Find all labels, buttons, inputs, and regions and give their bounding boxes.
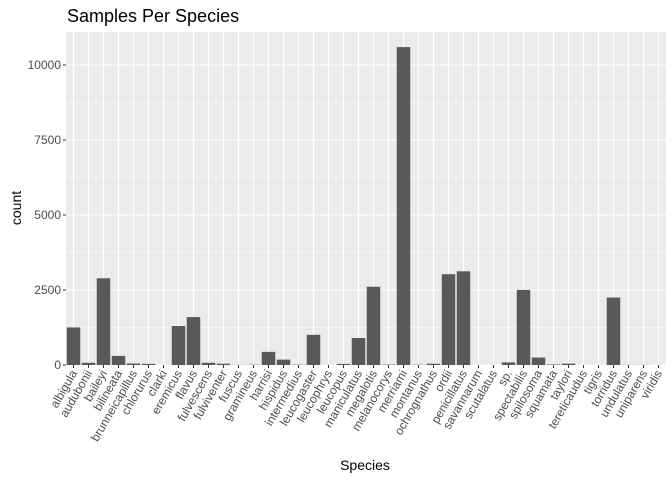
bar-flavus [186,317,201,365]
bar-spilosoma [531,357,546,365]
x-axis: albigulaauduboniibaileyibilineatabrunnei… [47,365,665,444]
bar-chlorurus [141,363,156,365]
y-tick-label: 5000 [34,208,61,222]
y-tick-label: 2500 [34,283,61,297]
bar-hispidus [276,359,291,365]
bar-torridus [606,297,621,365]
bar-audubonii [81,362,96,365]
bar-spectabilis [516,289,531,365]
bar-sp [501,362,516,365]
bar-ochrognathus [426,363,441,365]
bar-penicillatus [456,271,471,365]
bar-baileyi [96,278,111,365]
y-axis: 0 2500 5000 7500 10000 [28,58,66,372]
bar-leucogaster [306,334,321,365]
plot-panel [66,32,666,365]
y-tick-label: 7500 [34,133,61,147]
chart-title: Samples Per Species [67,6,239,26]
bar-merriami [396,47,411,366]
bar-leucopus [336,363,351,365]
bar-brunneicapillus [126,363,141,365]
y-tick-label: 10000 [28,58,62,72]
bar-albigula [66,327,81,365]
x-tick-label: sp. [495,368,515,389]
bar-fulviventer [216,363,231,365]
grid-lines [66,32,666,366]
bar-harrisi [261,351,276,365]
bars [66,47,666,366]
bar-taylori [561,363,576,365]
bar-eremicus [171,326,186,365]
bar-maniculatus [351,338,366,365]
y-tick-label: 0 [54,358,61,372]
y-axis-title: count [8,191,24,225]
bar-megalotis [366,286,381,365]
bar-bilineata [111,355,126,365]
x-axis-title: Species [340,457,390,473]
bar-fulvescens [201,362,216,365]
bar-ordii [441,274,456,365]
